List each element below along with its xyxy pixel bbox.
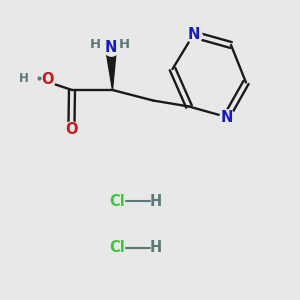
Text: H: H — [19, 71, 29, 85]
Text: N: N — [220, 110, 233, 124]
Text: Cl: Cl — [109, 240, 125, 255]
Text: Cl: Cl — [109, 194, 125, 208]
Text: O: O — [65, 122, 78, 136]
Text: N: N — [105, 40, 117, 56]
Text: H: H — [150, 240, 162, 255]
Text: H: H — [150, 194, 162, 208]
Text: O: O — [41, 72, 54, 87]
Text: N: N — [187, 27, 200, 42]
Text: H: H — [119, 38, 130, 51]
Text: H: H — [90, 38, 101, 51]
Polygon shape — [106, 48, 116, 90]
